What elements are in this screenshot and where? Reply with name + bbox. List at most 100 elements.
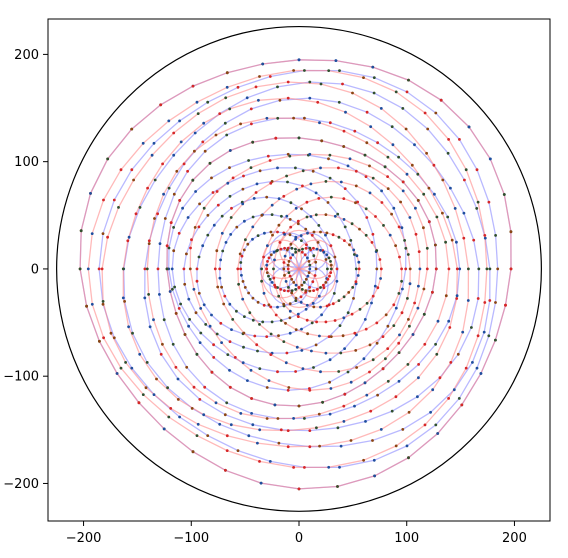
- blue-family-point: [138, 206, 142, 209]
- red-family-point: [358, 307, 362, 311]
- red-family-point: [297, 248, 301, 252]
- red-family-point: [239, 412, 243, 415]
- red-family-point: [386, 379, 390, 383]
- blue-family-point: [123, 300, 126, 303]
- red-family-point: [146, 186, 150, 190]
- red-family-point: [453, 207, 457, 210]
- blue-family-point: [286, 289, 290, 293]
- blue-family-point: [228, 302, 232, 306]
- blue-family-point: [311, 169, 315, 173]
- blue-family-point: [112, 198, 116, 202]
- red-family-point: [354, 201, 357, 205]
- blue-family-point: [236, 85, 240, 89]
- red-family-point: [413, 301, 416, 305]
- red-family-point: [342, 316, 346, 320]
- blue-family-point: [270, 213, 274, 217]
- red-family-point: [270, 203, 274, 207]
- red-family-point: [229, 423, 233, 427]
- blue-family-point: [356, 200, 359, 204]
- red-family-point: [509, 230, 513, 234]
- blue-family-point: [482, 330, 486, 334]
- blue-family-point: [279, 288, 283, 291]
- red-family-point: [379, 277, 382, 280]
- blue-family-point: [267, 274, 270, 278]
- red-family-point: [315, 320, 318, 324]
- red-family-point: [310, 349, 313, 353]
- blue-family-point: [371, 439, 374, 442]
- red-family-point: [117, 206, 120, 209]
- red-family-point: [314, 213, 318, 217]
- blue-family-point: [457, 397, 461, 400]
- blue-family-point: [433, 192, 436, 196]
- red-family-point: [297, 58, 301, 62]
- red-family-point: [265, 116, 269, 120]
- red-family-point: [169, 221, 173, 225]
- blue-family-point: [337, 100, 341, 104]
- blue-family-point: [229, 233, 233, 236]
- red-family-point: [228, 385, 232, 389]
- blue-family-point: [392, 206, 396, 210]
- blue-family-point: [376, 141, 379, 145]
- y-tick-label: 0: [31, 262, 39, 277]
- blue-family-point: [336, 212, 340, 216]
- blue-family-point: [224, 241, 228, 244]
- red-family-point: [380, 201, 384, 204]
- blue-family-point: [401, 428, 405, 431]
- blue-family-point: [308, 263, 312, 267]
- red-family-point: [208, 324, 212, 328]
- red-family-point: [301, 247, 304, 251]
- red-family-point: [357, 260, 361, 264]
- blue-family-point: [223, 413, 227, 417]
- red-family-point: [183, 333, 187, 336]
- blue-family-point: [158, 293, 161, 296]
- blue-family-point: [488, 267, 492, 271]
- red-family-point: [229, 216, 233, 219]
- red-family-point: [225, 449, 229, 452]
- red-family-point: [167, 415, 171, 419]
- blue-family-point: [463, 178, 466, 182]
- red-family-point: [476, 200, 480, 204]
- blue-family-point: [288, 233, 292, 237]
- blue-family-point: [182, 267, 186, 271]
- blue-family-point: [294, 247, 297, 251]
- blue-family-point: [405, 444, 409, 448]
- blue-family-point: [446, 151, 450, 155]
- blue-family-point: [276, 305, 279, 309]
- blue-family-point: [245, 96, 249, 100]
- red-family-point: [272, 267, 275, 271]
- red-family-point: [467, 267, 470, 271]
- red-family-point: [417, 376, 420, 380]
- red-family-point: [435, 352, 439, 356]
- red-family-point: [283, 273, 286, 277]
- red-family-point: [213, 267, 217, 271]
- red-family-point: [422, 192, 426, 196]
- red-family-point: [297, 136, 301, 140]
- red-family-loop-9: [122, 97, 458, 432]
- red-family-point: [386, 175, 389, 179]
- blue-family-point: [220, 285, 224, 289]
- blue-family-point: [268, 277, 272, 281]
- red-family-point: [292, 116, 295, 120]
- blue-family-point: [365, 110, 369, 114]
- red-family-point: [124, 361, 127, 364]
- red-family-point: [373, 474, 376, 478]
- red-family-point: [331, 302, 335, 306]
- blue-family-point: [172, 153, 176, 157]
- red-family-point: [294, 206, 298, 210]
- blue-family-point: [434, 423, 438, 427]
- red-family-point: [312, 230, 316, 234]
- red-family-point: [290, 277, 294, 281]
- blue-family-point: [223, 121, 227, 125]
- blue-family-point: [276, 85, 279, 89]
- blue-family-point: [172, 192, 176, 196]
- red-family-point: [174, 365, 178, 369]
- red-family-point: [407, 318, 410, 321]
- red-family-point: [368, 164, 371, 168]
- red-family-point: [342, 295, 346, 299]
- red-family-point: [329, 195, 333, 199]
- red-family-point: [269, 181, 273, 185]
- red-family-point: [101, 300, 105, 303]
- red-family-point: [258, 323, 261, 326]
- red-family-point: [255, 343, 259, 347]
- blue-family-point: [258, 367, 262, 370]
